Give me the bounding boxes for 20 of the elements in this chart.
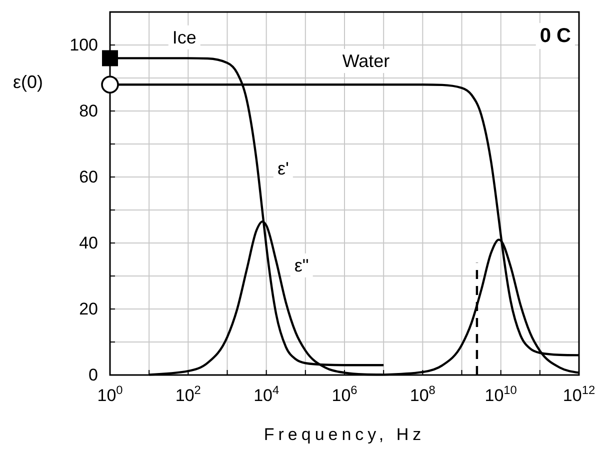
annotation: ε" (294, 255, 309, 276)
x-tick-label: 10$^{2}$ (175, 383, 202, 406)
annotation: Water (342, 51, 390, 71)
x-tick-label: 10$^{10}$ (484, 383, 518, 406)
x-tick-label: 10$^{4}$ (254, 383, 280, 406)
x-tick-label: 10$^{0}$ (97, 383, 124, 406)
annotation: ε' (277, 158, 289, 178)
y-tick-label: 100 (70, 35, 98, 54)
annotation: 0 C (540, 25, 571, 47)
x-tick-label: 10$^{12}$ (562, 383, 596, 406)
y-tick-label: 40 (79, 233, 98, 252)
y-tick-label: 60 (79, 167, 98, 186)
y-tick-label: 20 (79, 299, 98, 318)
y-tick-label: 0 (88, 365, 98, 384)
x-tick-label: 10$^{6}$ (332, 383, 358, 406)
y-tick-label: 80 (79, 101, 98, 120)
x-axis-title: Frequency, Hz (264, 425, 426, 444)
y-axis-title: ε(0) (12, 72, 44, 92)
x-tick-label: 10$^{8}$ (410, 383, 436, 406)
annotation: Ice (172, 27, 196, 48)
